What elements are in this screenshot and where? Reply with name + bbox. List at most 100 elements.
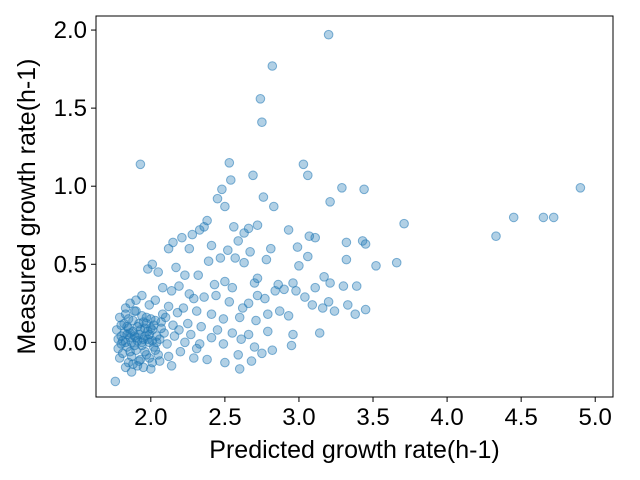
scatter-point xyxy=(203,256,214,267)
scatter-point xyxy=(171,262,181,273)
x-axis-label: Predicted growth rate(h-1) xyxy=(209,436,499,464)
scatter-point xyxy=(233,350,243,360)
scatter-point xyxy=(286,340,297,351)
scatter-point xyxy=(294,261,304,271)
scatter-point xyxy=(300,292,310,302)
scatter-point xyxy=(291,286,301,296)
scatter-point xyxy=(292,242,303,252)
scatter-point xyxy=(351,281,362,291)
scatter-point xyxy=(193,270,203,281)
scatter-point xyxy=(310,232,321,243)
scatter-point xyxy=(252,220,263,230)
scatter-point xyxy=(255,94,266,104)
scatter-point xyxy=(508,212,519,223)
y-tick-label: 2.0 xyxy=(54,17,87,44)
scatter-point xyxy=(249,342,260,352)
scatter-point xyxy=(279,284,289,295)
scatter-point xyxy=(166,361,177,371)
scatter-point xyxy=(211,290,221,301)
scatter-point xyxy=(314,328,325,338)
scatter-point xyxy=(137,340,147,351)
scatter-point xyxy=(248,170,258,181)
scatter-point xyxy=(206,332,217,343)
scatter-point xyxy=(261,254,272,265)
scatter-point xyxy=(329,306,340,316)
x-tick-label: 2.5 xyxy=(208,404,241,431)
scatter-point xyxy=(307,300,318,310)
scatter-point xyxy=(151,337,162,348)
scatter-point xyxy=(337,183,347,193)
scatter-point xyxy=(174,281,184,291)
y-axis-label: Measured growth rate(h-1) xyxy=(13,59,41,355)
scatter-point xyxy=(243,329,254,340)
scatter-point xyxy=(184,243,195,254)
scatter-point xyxy=(123,314,134,324)
scatter-point xyxy=(177,232,187,243)
scatter-point xyxy=(391,257,402,268)
scatter-point xyxy=(143,264,153,274)
scatter-point xyxy=(575,183,586,193)
scatter-point xyxy=(239,257,249,268)
scatter-points xyxy=(110,29,586,387)
y-tick-label: 0.5 xyxy=(54,251,87,278)
scatter-point xyxy=(163,243,174,254)
scatter-point xyxy=(116,320,126,331)
scatter-point xyxy=(323,297,334,307)
scatter-point xyxy=(399,218,409,229)
x-tick-label: 5.0 xyxy=(579,404,612,431)
scatter-point xyxy=(260,293,270,304)
scatter-point xyxy=(325,197,335,207)
scatter-point xyxy=(113,334,123,345)
scatter-point xyxy=(230,253,240,263)
scatter-point xyxy=(144,329,155,340)
scatter-point xyxy=(215,253,226,263)
scatter-point xyxy=(266,243,276,254)
scatter-point xyxy=(270,286,281,296)
scatter-point xyxy=(267,61,278,71)
y-tick-label: 1.5 xyxy=(54,95,87,122)
x-tick-label: 2.0 xyxy=(134,404,167,431)
x-tick-label: 3.5 xyxy=(356,404,389,431)
scatter-point xyxy=(227,282,238,293)
scatter-point xyxy=(186,329,196,340)
scatter-point xyxy=(233,236,243,246)
scatter-point xyxy=(189,293,199,304)
x-axis-ticks: 2.0 2.5 3.0 3.5 4.0 4.5 5.0 xyxy=(134,397,612,431)
scatter-point xyxy=(360,304,371,315)
scatter-point xyxy=(243,298,254,309)
scatter-point xyxy=(258,192,269,202)
scatter-point xyxy=(234,312,245,323)
scatter-point xyxy=(323,29,334,40)
scatter-point xyxy=(269,201,279,212)
scatter-point xyxy=(131,306,141,316)
y-axis-ticks: 0.0 0.5 1.0 1.5 2.0 xyxy=(54,17,96,356)
scatter-point xyxy=(245,247,255,257)
scatter-point xyxy=(239,228,249,238)
scatter-point xyxy=(343,300,353,310)
scatter-point xyxy=(163,301,174,312)
scatter-point xyxy=(223,245,233,255)
scatter-point xyxy=(310,282,321,293)
x-tick-label: 3.0 xyxy=(282,404,315,431)
scatter-point xyxy=(153,267,163,277)
scatter-point xyxy=(144,300,155,310)
scatter-point xyxy=(187,229,198,240)
scatter-point xyxy=(174,325,184,335)
scatter-point xyxy=(325,278,335,288)
scatter-point xyxy=(220,201,230,212)
scatter-point xyxy=(194,339,205,349)
scatter-point xyxy=(350,309,361,320)
scatter-point xyxy=(226,175,236,185)
scatter-point xyxy=(304,231,315,241)
scatter-point xyxy=(263,326,273,337)
scatter-point xyxy=(191,343,202,354)
scatter-point xyxy=(206,309,217,320)
scatter-point xyxy=(538,212,549,223)
x-tick-label: 4.5 xyxy=(504,404,537,431)
scatter-point xyxy=(199,292,209,302)
scatter-point xyxy=(303,170,313,181)
scatter-point xyxy=(135,159,146,170)
scatter-point xyxy=(298,159,309,170)
scatter-point xyxy=(175,346,186,357)
scatter-point xyxy=(257,117,267,127)
